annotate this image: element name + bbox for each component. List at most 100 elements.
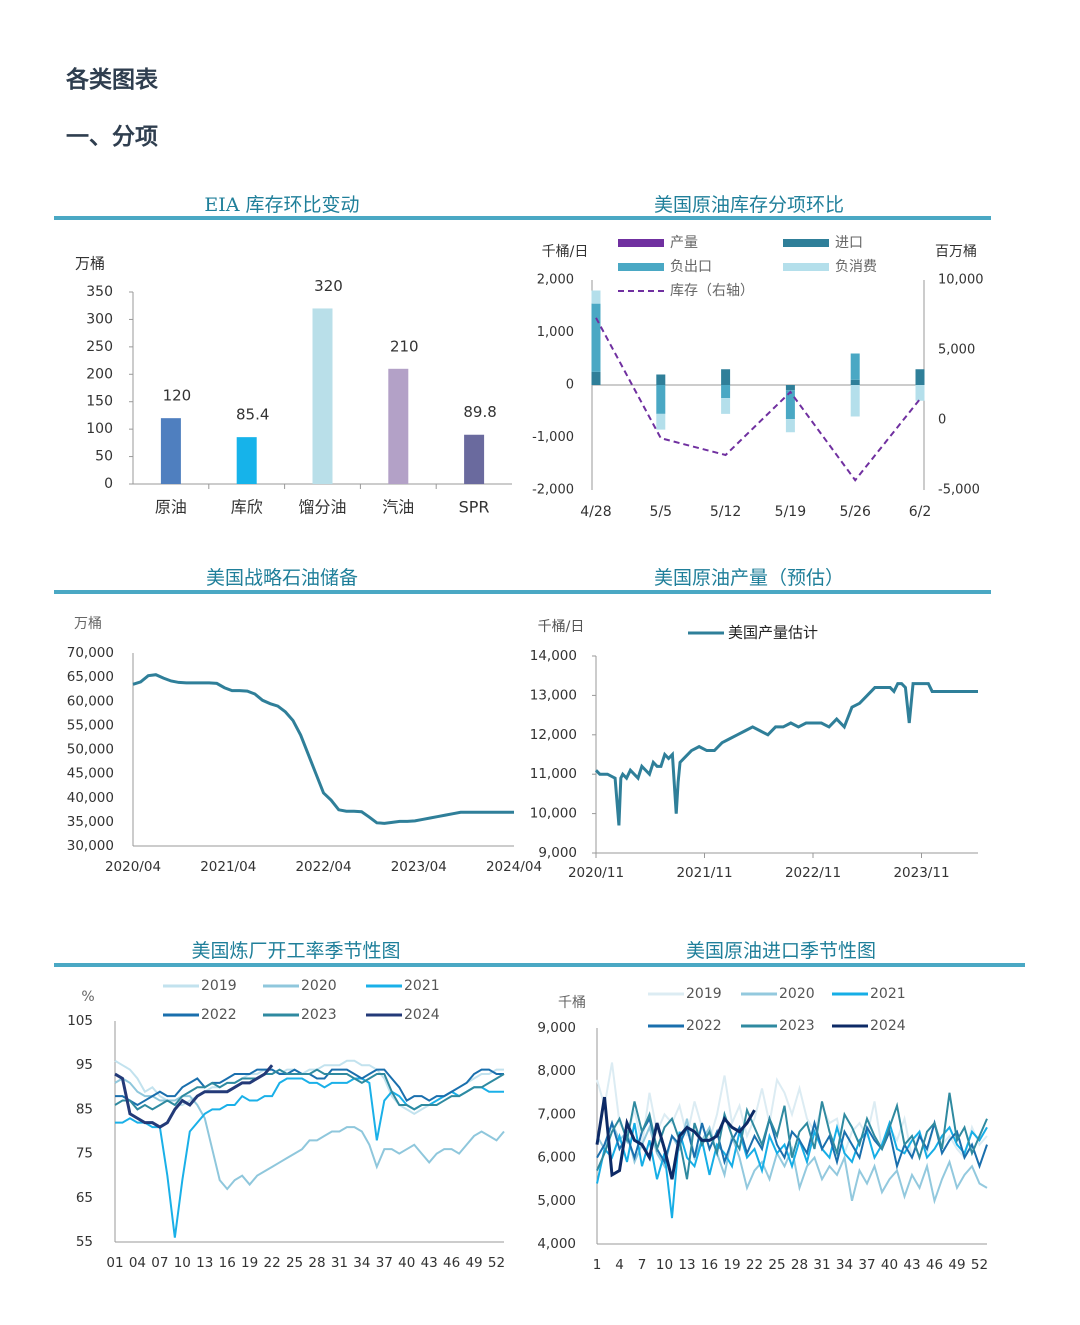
eia-ytick: 100 — [86, 421, 113, 437]
eia-ytick: 50 — [95, 449, 113, 465]
prod-ylabel: 千桶/日 — [538, 619, 585, 635]
eia-bar — [464, 434, 485, 484]
comp-bar-负消费 — [591, 290, 601, 304]
ref-xtick: 13 — [196, 1255, 213, 1271]
spr-xtick: 2020/04 — [105, 859, 161, 875]
comp-legend-swatch — [618, 263, 664, 271]
spr-ytick: 55,000 — [67, 717, 114, 733]
eia-ylabel: 万桶 — [75, 255, 105, 273]
ref-ytick: 85 — [76, 1101, 93, 1117]
comp-bar-进口 — [850, 379, 860, 385]
spr-line — [132, 673, 514, 825]
spr-ytick: 60,000 — [67, 693, 114, 709]
imp-xtick: 13 — [678, 1257, 695, 1273]
comp-ytick: 2,000 — [537, 273, 574, 288]
refinery-title: 美国炼厂开工率季节性图 — [191, 940, 401, 962]
comp-y2tick: 10,000 — [938, 273, 984, 288]
comp-bar-负消费 — [785, 419, 795, 433]
comp-bar-进口 — [721, 369, 731, 385]
subsection-heading: 一、分项 — [66, 123, 158, 150]
comp-y2tick: 5,000 — [938, 343, 975, 358]
eia-bar-label: 89.8 — [463, 403, 496, 421]
comp-bar-负消费 — [850, 385, 860, 417]
comp-y2tick: 0 — [938, 413, 946, 428]
imp-legend-label: 2020 — [779, 986, 815, 1002]
imp-ylabel: 千桶 — [558, 995, 586, 1011]
imp-ytick: 6,000 — [537, 1150, 576, 1166]
eia-bar-label: 210 — [390, 337, 419, 355]
comp-xtick: 4/28 — [580, 504, 611, 520]
prod-xtick: 2021/11 — [676, 865, 732, 881]
ref-xtick: 16 — [219, 1255, 236, 1271]
ref-xtick: 28 — [308, 1255, 325, 1271]
comp-legend-swatch — [618, 239, 664, 247]
eia-bar-label: 120 — [163, 387, 192, 405]
comp-legend-label: 负出口 — [670, 259, 712, 275]
comp-xtick: 5/19 — [775, 504, 806, 520]
middle-rule — [54, 590, 991, 594]
ref-line-2023 — [114, 1068, 505, 1111]
imp-legend-label: 2023 — [779, 1018, 815, 1034]
comp-ytick: -1,000 — [532, 430, 574, 445]
comp-y2label: 百万桶 — [935, 244, 977, 260]
eia-bar — [236, 437, 257, 484]
ref-xtick: 34 — [353, 1255, 370, 1271]
imp-ytick: 7,000 — [537, 1106, 576, 1122]
spr-ytick: 45,000 — [67, 766, 114, 782]
comp-legend-swatch — [783, 239, 829, 247]
prod-ytick: 12,000 — [530, 727, 577, 743]
eia-ytick: 0 — [104, 476, 113, 492]
comp-bar-负出口 — [785, 390, 795, 420]
imp-xtick: 28 — [791, 1257, 808, 1273]
ref-line-2021 — [115, 1077, 504, 1238]
comp-xtick: 5/26 — [839, 504, 871, 520]
prod-line — [594, 682, 978, 826]
prod-ytick: 10,000 — [530, 806, 577, 822]
ref-xtick: 07 — [151, 1255, 168, 1271]
prod-xtick: 2022/11 — [785, 865, 841, 881]
spr-ytick: 35,000 — [67, 814, 114, 830]
spr-xtick: 2023/04 — [391, 859, 447, 875]
ref-xtick: 52 — [488, 1255, 505, 1271]
ref-legend-label: 2022 — [201, 1007, 237, 1023]
comp-ytick: 1,000 — [537, 325, 574, 340]
imp-xtick: 16 — [701, 1257, 718, 1273]
prod-ytick: 9,000 — [538, 845, 577, 861]
prod-xtick: 2020/11 — [568, 865, 624, 881]
production-title: 美国原油产量（预估） — [653, 567, 844, 589]
comp-xtick: 5/12 — [710, 504, 741, 520]
imp-xtick: 25 — [768, 1257, 785, 1273]
comp-bar-进口 — [915, 369, 925, 385]
eia-xtick: 原油 — [155, 498, 187, 517]
ref-xtick: 46 — [443, 1255, 460, 1271]
spr-ytick: 30,000 — [67, 838, 114, 854]
bottom-rule — [54, 963, 1025, 967]
eia-ytick: 200 — [86, 366, 113, 382]
eia-xtick: SPR — [459, 498, 490, 517]
imp-legend-label: 2019 — [686, 986, 722, 1002]
ref-xtick: 49 — [465, 1255, 482, 1271]
ref-ytick: 65 — [76, 1190, 93, 1206]
imp-legend-label: 2021 — [870, 986, 906, 1002]
comp-legend-swatch — [783, 263, 829, 271]
ref-ytick: 105 — [67, 1013, 93, 1029]
imports-title: 美国原油进口季节性图 — [685, 940, 876, 962]
ref-xtick: 37 — [376, 1255, 393, 1271]
spr-ytick: 50,000 — [67, 742, 114, 758]
eia-bar — [388, 368, 409, 484]
top-rule — [54, 216, 991, 220]
comp-legend-label: 进口 — [835, 235, 863, 251]
ref-legend-label: 2020 — [301, 978, 337, 994]
ref-xtick: 43 — [421, 1255, 438, 1271]
imp-line-2023 — [596, 1092, 988, 1180]
ref-legend-label: 2019 — [201, 978, 237, 994]
comp-legend-label: 负消费 — [835, 259, 877, 275]
imp-xtick: 19 — [723, 1257, 740, 1273]
ref-ylabel: % — [81, 989, 94, 1005]
prod-ytick: 14,000 — [530, 648, 577, 664]
ref-ytick: 75 — [76, 1146, 93, 1162]
imp-xtick: 34 — [836, 1257, 853, 1273]
eia-bar-label: 85.4 — [236, 406, 269, 424]
ref-xtick: 01 — [106, 1255, 123, 1271]
section-heading: 各类图表 — [66, 66, 158, 93]
